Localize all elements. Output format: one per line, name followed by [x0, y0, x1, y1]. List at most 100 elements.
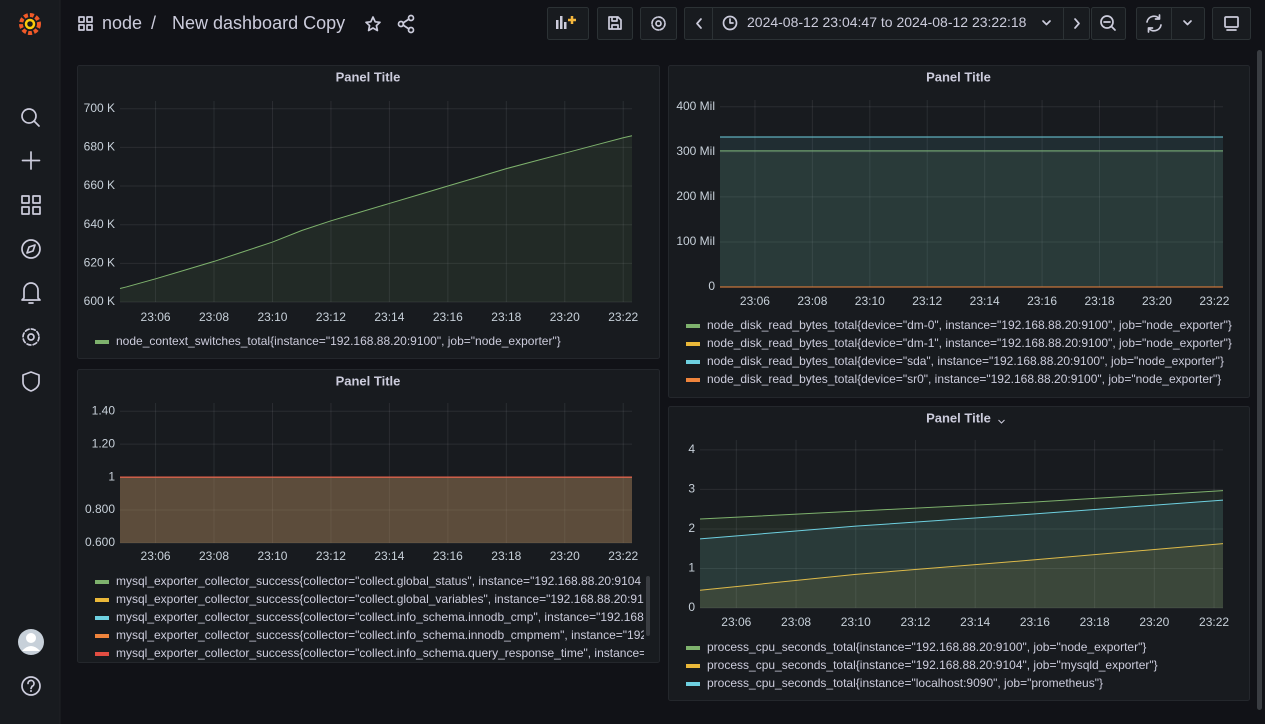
- series-area: [120, 477, 632, 543]
- plot: [119, 135, 633, 302]
- x-tick-label: 23:12: [900, 615, 930, 629]
- x-tick-label: 23:18: [491, 310, 521, 324]
- panel-title[interactable]: Panel Title: [926, 410, 991, 425]
- legend-entry[interactable]: process_cpu_seconds_total{instance="192.…: [707, 640, 1146, 654]
- x-tick-label: 23:16: [1020, 615, 1050, 629]
- x-tick-label: 23:16: [1027, 294, 1057, 308]
- plot: [699, 490, 1224, 608]
- x-tick-label: 23:08: [781, 615, 811, 629]
- legend-entry[interactable]: node_disk_read_bytes_total{device="sda",…: [707, 354, 1224, 368]
- explore-icon[interactable]: [21, 239, 41, 259]
- y-tick-label: 600 K: [84, 294, 115, 308]
- legend-entry[interactable]: mysql_exporter_collector_success{collect…: [116, 610, 644, 624]
- add-panel-button[interactable]: [547, 7, 589, 40]
- plot: [720, 136, 1223, 288]
- time-range[interactable]: 2024-08-12 23:04:47 to 2024-08-12 23:22:…: [747, 14, 1027, 30]
- x-tick-label: 23:06: [141, 310, 171, 324]
- dashboards-icon[interactable]: [21, 195, 41, 215]
- y-tick-label: 1: [108, 469, 115, 483]
- configuration-icon[interactable]: [22, 328, 40, 346]
- series-area: [120, 477, 632, 543]
- x-tick-label: 23:22: [608, 549, 638, 563]
- panel-title: Panel Title: [336, 373, 401, 388]
- panel: [77, 65, 660, 359]
- series-area: [720, 136, 1223, 287]
- y-tick-label: 640 K: [84, 217, 115, 231]
- server-admin-icon[interactable]: [22, 371, 40, 392]
- x-tick-label: 23:10: [841, 615, 871, 629]
- panel-title: Panel Title: [926, 69, 991, 84]
- x-tick-label: 23:12: [316, 310, 346, 324]
- x-tick-label: 23:20: [1139, 615, 1169, 629]
- save-button[interactable]: [597, 7, 633, 40]
- x-tick-label: 23:20: [1142, 294, 1172, 308]
- x-tick-label: 23:22: [608, 310, 638, 324]
- legend-entry[interactable]: node_disk_read_bytes_total{device="dm-1"…: [707, 336, 1232, 350]
- x-tick-label: 23:20: [550, 310, 580, 324]
- breadcrumb-separator: /: [151, 13, 156, 33]
- tv-mode-button[interactable]: [1212, 7, 1251, 40]
- legend-entry[interactable]: process_cpu_seconds_total{instance="192.…: [707, 658, 1158, 672]
- y-tick-label: 700 K: [84, 101, 115, 115]
- x-tick-label: 23:20: [550, 549, 580, 563]
- x-tick-label: 23:08: [199, 310, 229, 324]
- create-icon[interactable]: [21, 151, 41, 170]
- x-tick-label: 23:18: [1080, 615, 1110, 629]
- scrollbar[interactable]: [1257, 50, 1262, 710]
- series-area: [120, 477, 632, 543]
- legend: process_cpu_seconds_total{instance="192.…: [686, 640, 1158, 690]
- x-tick-label: 23:08: [797, 294, 827, 308]
- panel: [77, 369, 660, 663]
- search-icon[interactable]: [21, 108, 40, 127]
- y-tick-label: 1.20: [92, 436, 116, 450]
- x-tick-label: 23:16: [433, 310, 463, 324]
- legend-entry[interactable]: process_cpu_seconds_total{instance="loca…: [707, 676, 1103, 690]
- series-line: [119, 135, 633, 289]
- legend: node_disk_read_bytes_total{device="dm-0"…: [686, 318, 1232, 386]
- legend-entry[interactable]: mysql_exporter_collector_success{collect…: [116, 592, 644, 606]
- legend-entry[interactable]: node_disk_read_bytes_total{device="dm-0"…: [707, 318, 1232, 332]
- legend-entry[interactable]: mysql_exporter_collector_success{collect…: [116, 646, 650, 660]
- series-area: [120, 477, 632, 543]
- breadcrumb-folder[interactable]: node: [102, 13, 142, 33]
- grafana-logo[interactable]: [19, 13, 41, 35]
- x-tick-label: 23:12: [316, 549, 346, 563]
- x-tick-label: 23:06: [740, 294, 770, 308]
- series-line: [699, 543, 1224, 591]
- time-range-picker[interactable]: [684, 7, 1090, 40]
- legend-entry[interactable]: node_context_switches_total{instance="19…: [116, 334, 561, 348]
- legend-entry[interactable]: mysql_exporter_collector_success{collect…: [116, 628, 650, 642]
- x-tick-label: 23:18: [1085, 294, 1115, 308]
- y-tick-label: 680 K: [84, 140, 115, 154]
- x-tick-label: 23:06: [141, 549, 171, 563]
- y-tick-label: 2: [688, 521, 695, 535]
- y-tick-label: 3: [688, 482, 695, 496]
- dashboard-title[interactable]: New dashboard Copy: [172, 13, 345, 33]
- y-tick-label: 0.800: [85, 502, 115, 516]
- star-button[interactable]: [365, 16, 381, 32]
- settings-button[interactable]: [640, 7, 677, 40]
- series-area: [120, 477, 632, 543]
- panel-title: Panel Title: [336, 69, 401, 84]
- legend-scrollbar: [646, 576, 650, 636]
- y-tick-label: 4: [688, 442, 695, 456]
- legend-entry[interactable]: mysql_exporter_collector_success{collect…: [116, 574, 641, 588]
- x-tick-label: 23:14: [970, 294, 1000, 308]
- x-tick-label: 23:10: [855, 294, 885, 308]
- y-tick-label: 100 Mil: [676, 234, 715, 248]
- panel: [668, 406, 1250, 701]
- user-avatar[interactable]: [18, 629, 44, 655]
- y-tick-label: 0: [708, 279, 715, 293]
- share-button[interactable]: [397, 14, 415, 34]
- sidebar: [0, 0, 60, 724]
- legend-entry[interactable]: node_disk_read_bytes_total{device="sr0",…: [707, 372, 1221, 386]
- x-tick-label: 23:10: [257, 310, 287, 324]
- y-tick-label: 200 Mil: [676, 189, 715, 203]
- zoom-out-button[interactable]: [1091, 7, 1126, 40]
- series-area: [700, 490, 1223, 608]
- x-tick-label: 23:14: [374, 310, 404, 324]
- alerting-icon[interactable]: [21, 282, 41, 304]
- refresh-button[interactable]: [1136, 7, 1205, 40]
- help-icon[interactable]: [21, 676, 41, 696]
